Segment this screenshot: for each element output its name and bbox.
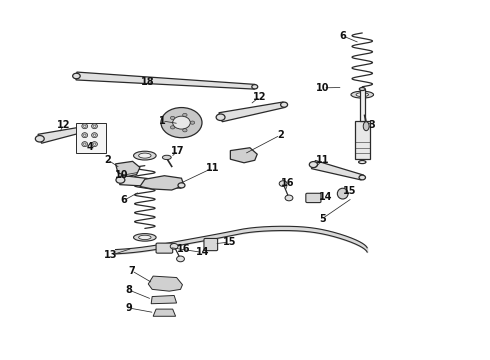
Polygon shape — [219, 102, 285, 122]
Ellipse shape — [93, 125, 96, 127]
Ellipse shape — [139, 235, 151, 239]
Bar — [355, 121, 369, 159]
Text: 6: 6 — [340, 31, 346, 41]
Polygon shape — [120, 175, 182, 188]
Bar — [76, 123, 106, 153]
Ellipse shape — [93, 143, 96, 145]
Ellipse shape — [134, 234, 156, 241]
FancyBboxPatch shape — [306, 193, 321, 203]
Ellipse shape — [82, 133, 88, 138]
Ellipse shape — [92, 141, 98, 147]
Text: 3: 3 — [368, 121, 375, 130]
Ellipse shape — [83, 125, 86, 127]
Ellipse shape — [139, 153, 151, 158]
Ellipse shape — [92, 124, 98, 129]
Text: 16: 16 — [177, 244, 191, 254]
Polygon shape — [116, 161, 140, 176]
Circle shape — [73, 73, 80, 79]
Circle shape — [116, 177, 125, 183]
Text: 6: 6 — [121, 195, 127, 206]
Circle shape — [172, 116, 190, 129]
Circle shape — [183, 129, 187, 132]
Ellipse shape — [356, 93, 368, 96]
Text: 2: 2 — [104, 154, 111, 165]
Text: 11: 11 — [205, 163, 219, 173]
Text: 5: 5 — [319, 214, 325, 224]
Circle shape — [183, 113, 187, 117]
FancyBboxPatch shape — [204, 238, 218, 251]
Ellipse shape — [83, 143, 86, 145]
Circle shape — [281, 102, 288, 107]
Text: 13: 13 — [104, 250, 118, 260]
Ellipse shape — [351, 91, 373, 98]
Ellipse shape — [337, 188, 348, 199]
Ellipse shape — [82, 124, 88, 129]
Circle shape — [178, 183, 185, 188]
Text: 11: 11 — [317, 154, 330, 165]
Circle shape — [285, 195, 293, 201]
Polygon shape — [148, 276, 182, 291]
Circle shape — [176, 256, 184, 262]
Text: 7: 7 — [128, 266, 135, 276]
Text: 15: 15 — [343, 186, 357, 196]
Ellipse shape — [82, 141, 88, 147]
FancyBboxPatch shape — [156, 243, 172, 253]
Circle shape — [161, 108, 202, 138]
Polygon shape — [140, 176, 184, 190]
Ellipse shape — [363, 122, 369, 131]
Polygon shape — [38, 127, 82, 143]
Text: 12: 12 — [56, 120, 70, 130]
Bar — [360, 89, 365, 121]
Text: 4: 4 — [87, 142, 94, 152]
Circle shape — [171, 116, 175, 120]
Ellipse shape — [134, 151, 156, 160]
Circle shape — [35, 135, 44, 142]
Text: 16: 16 — [281, 178, 295, 188]
Circle shape — [170, 243, 178, 249]
Text: 10: 10 — [115, 170, 128, 180]
Circle shape — [171, 126, 175, 129]
Ellipse shape — [93, 134, 96, 136]
Text: 14: 14 — [319, 192, 332, 202]
Ellipse shape — [92, 133, 98, 138]
Circle shape — [216, 114, 225, 121]
Text: 1: 1 — [159, 116, 165, 126]
Ellipse shape — [162, 155, 171, 159]
Ellipse shape — [359, 87, 365, 90]
Text: 17: 17 — [172, 145, 185, 156]
Text: 15: 15 — [222, 237, 236, 247]
Circle shape — [279, 181, 287, 186]
Polygon shape — [153, 309, 175, 316]
Text: 12: 12 — [253, 92, 267, 102]
Ellipse shape — [83, 134, 86, 136]
Text: 10: 10 — [317, 83, 330, 93]
Circle shape — [309, 162, 318, 168]
Polygon shape — [151, 296, 176, 304]
Text: 9: 9 — [126, 303, 133, 313]
Circle shape — [78, 127, 85, 132]
Polygon shape — [312, 161, 364, 180]
Circle shape — [359, 175, 366, 180]
Text: 2: 2 — [277, 130, 284, 140]
Text: 8: 8 — [126, 285, 133, 295]
Text: 14: 14 — [196, 247, 209, 257]
Text: 18: 18 — [141, 77, 154, 87]
Polygon shape — [76, 72, 255, 89]
Circle shape — [252, 85, 258, 89]
Polygon shape — [230, 148, 257, 163]
Circle shape — [190, 121, 195, 124]
